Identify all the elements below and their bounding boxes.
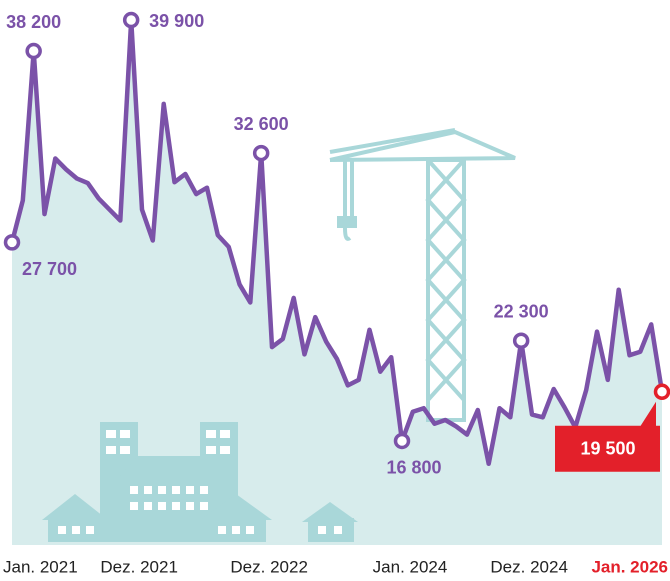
point-marker	[396, 434, 409, 447]
point-marker	[255, 147, 268, 160]
point-marker	[515, 334, 528, 347]
value-label: 39 900	[149, 11, 204, 31]
value-label: 38 200	[6, 12, 61, 32]
point-marker	[27, 45, 40, 58]
x-tick-label: Dez. 2022	[230, 557, 308, 576]
x-tick-label: Jan. 2026	[591, 557, 668, 576]
point-marker	[6, 236, 19, 249]
value-label: 16 800	[386, 458, 441, 478]
page: 27 700 38 200 39 900 32 600 16 800 22 300 19 5…	[0, 0, 670, 581]
point-marker	[656, 385, 669, 398]
point-marker	[125, 14, 138, 27]
x-tick-label: Dez. 2024	[490, 557, 568, 576]
chart: 27 700 38 200 39 900 32 600 16 800 22 300 19 5…	[0, 0, 670, 581]
value-label: 19 500	[580, 439, 635, 459]
x-tick-label: Jan. 2021	[3, 557, 78, 576]
value-label: 27 700	[22, 259, 77, 279]
value-label: 22 300	[494, 302, 549, 322]
value-label: 32 600	[234, 114, 289, 134]
x-tick-label: Jan. 2024	[373, 557, 448, 576]
x-tick-label: Dez. 2021	[100, 557, 178, 576]
